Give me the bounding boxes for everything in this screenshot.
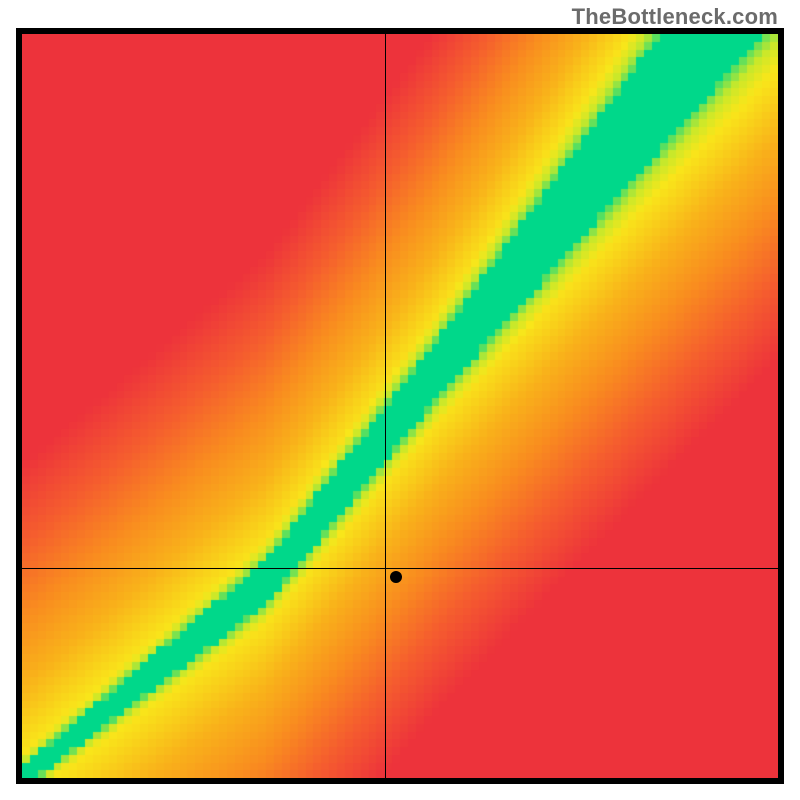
plot-area (22, 34, 778, 778)
watermark-text: TheBottleneck.com (572, 4, 778, 30)
crosshair-horizontal (22, 568, 778, 569)
crosshair-vertical (385, 34, 386, 778)
plot-frame (16, 28, 784, 784)
heatmap-canvas (22, 34, 778, 778)
data-point-marker (390, 571, 402, 583)
